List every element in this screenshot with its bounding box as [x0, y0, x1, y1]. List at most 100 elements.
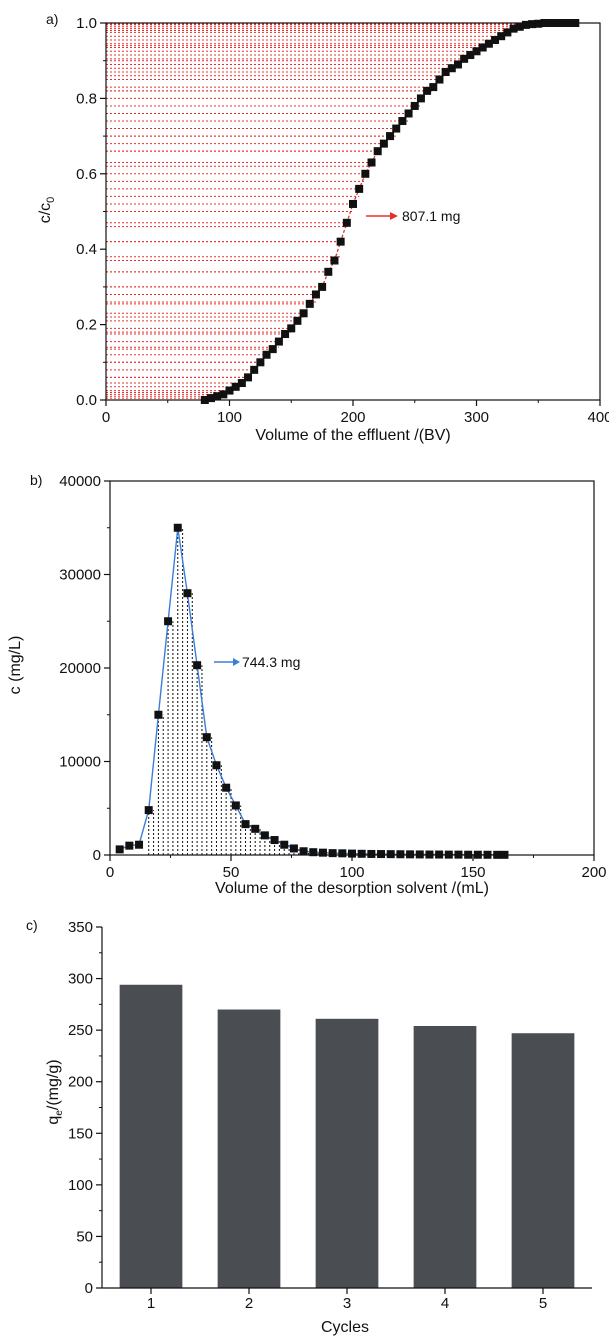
chart-a-point [497, 32, 506, 41]
chart-a-point [318, 282, 327, 291]
chart-a-point [429, 83, 438, 92]
chart-a-point [423, 86, 432, 95]
chart-c-y-tick-label: 200 [68, 1074, 93, 1091]
chart-c-cycle-bars: c) 1 2 3 4 5 0 50 100 150 200 250 300 350 Cycles qe… [26, 917, 592, 1336]
chart-a-y-axis-title: c/c0 [37, 197, 57, 224]
chart-a-point [491, 35, 500, 44]
chart-a-point [478, 43, 487, 52]
chart-a-panel-label: a) [46, 11, 58, 27]
chart-a-point [355, 184, 364, 193]
chart-c-y-tick-label: 300 [68, 971, 93, 988]
chart-c-y-axis-title-main: q [45, 1116, 62, 1125]
chart-a-x-tick-label: 400 [587, 409, 609, 426]
chart-a-point [373, 147, 382, 156]
chart-b-point [183, 589, 192, 598]
chart-a-point [330, 256, 339, 265]
chart-a-point [299, 309, 308, 318]
chart-a-point [287, 324, 296, 333]
chart-c-panel-label: c) [26, 917, 38, 933]
chart-b-point [154, 710, 163, 719]
chart-b-point [357, 849, 366, 858]
chart-b-point [338, 849, 347, 858]
chart-a-point [484, 39, 493, 48]
chart-b-point [367, 849, 376, 858]
chart-c-y-tick-label: 150 [68, 1125, 93, 1142]
chart-c-x-ticks: 1 2 3 4 5 [147, 1288, 547, 1312]
chart-a-point [367, 158, 376, 167]
chart-b-x-tick-label: 100 [339, 864, 364, 881]
chart-b-point [202, 733, 211, 742]
chart-b-point [193, 661, 202, 670]
chart-b-point [212, 761, 221, 770]
chart-a-point [453, 60, 462, 69]
chart-a-y-tick-label: 0.4 [76, 241, 97, 258]
chart-b-y-ticks: 0 10000 20000 30000 40000 [59, 473, 110, 864]
chart-a-point [361, 169, 370, 178]
chart-b-x-tick-label: 200 [581, 864, 606, 881]
chart-a-annotation-arrowhead [390, 212, 398, 220]
chart-a-point [231, 382, 240, 391]
chart-b-point [173, 523, 182, 532]
chart-c-y-tick-label: 250 [68, 1022, 93, 1039]
chart-c-bars [119, 984, 575, 1288]
chart-a-point [281, 330, 290, 339]
chart-b-x-tick-label: 50 [223, 864, 240, 881]
chart-b-y-tick-label: 30000 [59, 567, 101, 584]
chart-a-y-axis-title-sub: 0 [45, 197, 57, 203]
chart-a-point [268, 345, 277, 354]
chart-a-y-tick-label: 0.6 [76, 166, 97, 183]
chart-a-x-ticks: 0 100 200 300 400 [102, 400, 609, 426]
chart-b-point [280, 840, 289, 849]
chart-c-bar [315, 1018, 379, 1288]
chart-c-y-axis-title: qe/(mg/g) [45, 1059, 65, 1124]
chart-a-point [410, 101, 419, 110]
chart-b-point [135, 840, 144, 849]
chart-a-y-ticks: 0.0 0.2 0.4 0.6 0.8 1.0 [76, 15, 106, 409]
chart-b-y-tick-label: 10000 [59, 754, 101, 771]
chart-a-point [398, 117, 407, 126]
chart-b-point [328, 849, 337, 858]
chart-c-y-ticks: 0 50 100 150 200 250 300 350 [68, 919, 102, 1297]
chart-a-shaded-area [106, 22, 576, 401]
chart-c-y-tick-label: 0 [85, 1280, 93, 1297]
chart-b-y-tick-label: 20000 [59, 660, 101, 677]
chart-a-point [441, 68, 450, 77]
chart-a-breakthrough-curve: a) 0 100 200 300 400 0.0 0.2 0.4 0.6 0.8 1.0 Volu… [37, 11, 609, 444]
chart-a-y-axis-title-main: c/c [37, 203, 54, 223]
chart-b-point [396, 850, 405, 859]
chart-b-annotation: 744.3 mg [214, 654, 300, 670]
chart-b-panel-label: b) [30, 472, 42, 488]
chart-a-point [515, 22, 524, 31]
chart-c-bar [217, 1009, 281, 1288]
chart-a-point [528, 20, 537, 29]
chart-a-point [521, 20, 530, 29]
chart-c-y-tick-label: 350 [68, 919, 93, 936]
chart-a-x-axis-title: Volume of the effluent /(BV) [255, 427, 450, 444]
chart-b-point [125, 841, 134, 850]
chart-a-x-tick-label: 100 [217, 409, 242, 426]
chart-a-data-points [200, 19, 580, 404]
chart-b-annotation-arrowhead [233, 658, 240, 666]
chart-a-point [336, 237, 345, 246]
chart-c-y-axis-title-rest: /(mg/g) [45, 1059, 62, 1110]
chart-a-point [386, 132, 395, 141]
chart-a-point [237, 379, 246, 388]
chart-b-point [406, 850, 415, 859]
chart-b-point [164, 617, 173, 626]
chart-a-y-tick-label: 0.8 [76, 90, 97, 107]
chart-a-point [404, 109, 413, 118]
chart-a-annotation: 807.1 mg [366, 208, 460, 224]
chart-c-bar [119, 984, 183, 1288]
chart-a-point [213, 392, 222, 401]
chart-a-point [311, 290, 320, 299]
chart-a-point [460, 54, 469, 63]
chart-b-point [377, 850, 386, 859]
chart-c-y-tick-label: 50 [76, 1228, 93, 1245]
chart-b-point [260, 831, 269, 840]
chart-c-bar [511, 1033, 575, 1288]
chart-a-x-tick-label: 300 [464, 409, 489, 426]
chart-c-x-tick-label: 3 [343, 1295, 351, 1312]
chart-b-point [115, 845, 124, 854]
chart-b-y-tick-label: 0 [93, 847, 101, 864]
